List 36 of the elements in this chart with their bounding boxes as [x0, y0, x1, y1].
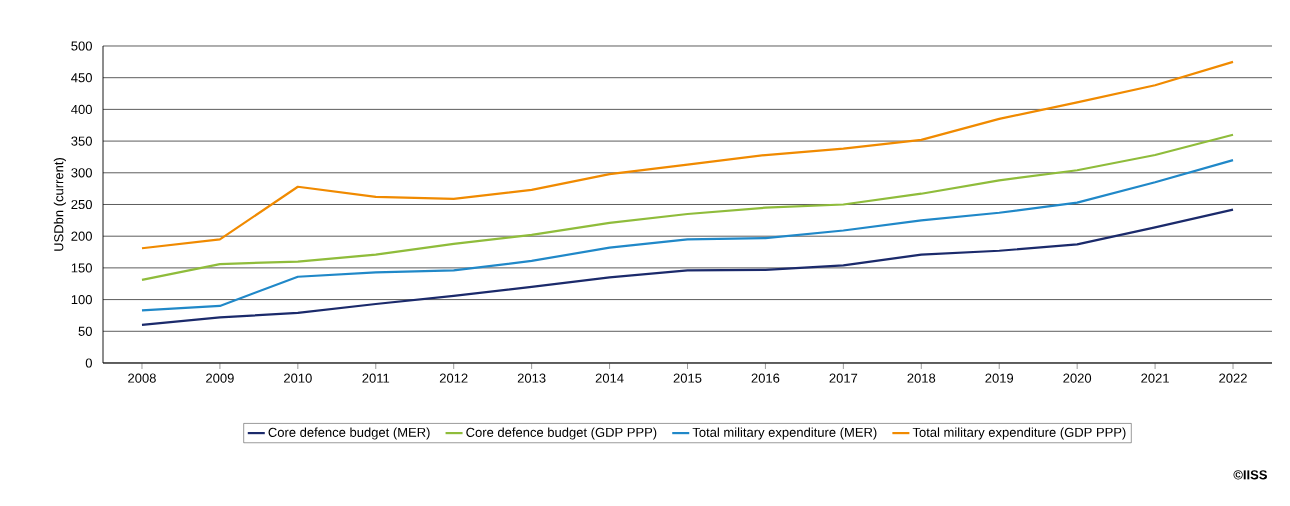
line-series	[140, 208, 1235, 327]
x-tick-label: 2015	[673, 373, 702, 383]
x-tick-label: 2016	[751, 373, 780, 383]
y-tick-label: 200	[71, 231, 92, 241]
x-tick-label: 2018	[907, 373, 936, 383]
y-tick-label: 50	[78, 326, 92, 336]
x-tick-label: 2012	[439, 373, 468, 383]
y-tick-label: 350	[71, 136, 92, 146]
y-tick-label: 500	[71, 41, 92, 51]
x-tick-label: 2009	[206, 373, 234, 383]
x-tick-label: 2020	[1063, 373, 1092, 383]
y-tick-label: 250	[71, 199, 92, 210]
line-series	[140, 133, 1235, 282]
y-axis-title: USDbn (current)	[53, 158, 66, 251]
y-tick-label: 0	[85, 358, 92, 368]
y-tick-label: 150	[71, 263, 92, 273]
y-tick-label: 450	[71, 73, 92, 83]
x-tick-label: 2013	[517, 373, 546, 383]
x-tick-label: 2014	[595, 373, 624, 383]
x-tick-label: 2019	[985, 373, 1014, 383]
x-tick-label: 2021	[1141, 373, 1169, 383]
y-tick-label: 300	[71, 168, 92, 178]
legend-label: Total military expenditure (GDP PPP)	[912, 427, 1126, 440]
y-tick-label: 100	[71, 294, 92, 305]
x-tick-label: 2022	[1219, 373, 1247, 383]
text: ©IISS	[1233, 470, 1267, 480]
y-tick-label: 400	[71, 104, 92, 114]
line-series	[140, 159, 1235, 312]
legend-label: Total military expenditure (MER)	[692, 427, 877, 440]
x-tick-label: 2017	[829, 373, 858, 383]
line-series	[140, 60, 1235, 250]
legend-label: Core defence budget (GDP PPP)	[466, 427, 657, 440]
x-tick-label: 2011	[362, 373, 390, 383]
x-tick-label: 2008	[128, 373, 156, 383]
x-tick-label: 2010	[284, 373, 312, 383]
legend-label: Core defence budget (MER)	[268, 427, 430, 440]
